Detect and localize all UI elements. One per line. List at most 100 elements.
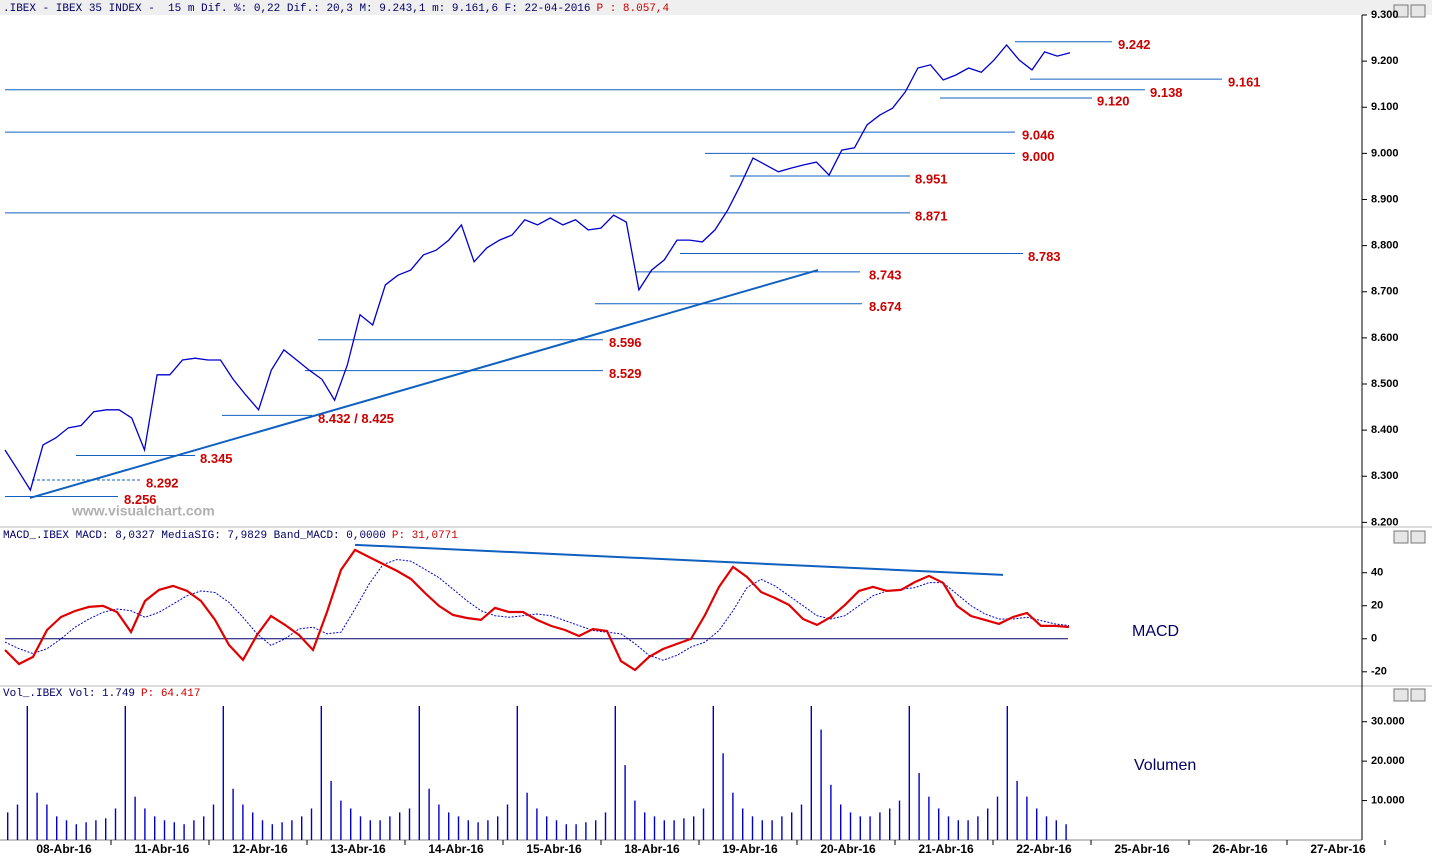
volume-bar — [418, 705, 420, 840]
macd-header: MACD_.IBEX MACD: 8,0327 MediaSIG: 7,9829… — [3, 530, 458, 542]
volume-bar — [516, 705, 518, 840]
volume-bar — [810, 705, 812, 840]
level-label: 9.000 — [1022, 149, 1055, 164]
level-label: 8.256 — [124, 492, 157, 507]
level-label: 9.046 — [1022, 128, 1055, 143]
volume-bar — [781, 816, 783, 840]
volume-bar — [252, 812, 254, 840]
x-tick-label: 21-Abr-16 — [918, 842, 974, 856]
y-tick-label: 20 — [1371, 600, 1383, 612]
volume-bar — [879, 812, 881, 840]
volume-bar — [996, 796, 999, 840]
volume-bar — [203, 816, 205, 840]
volume-bar — [849, 812, 852, 840]
volume-bar — [712, 705, 714, 840]
x-tick-label: 27-Abr-16 — [1310, 842, 1366, 856]
macd-title: MACD_.IBEX MACD: 8,0327 MediaSIG: 7,9829… — [3, 530, 386, 542]
volume-bar — [644, 812, 646, 840]
volume-bar — [291, 820, 293, 840]
volume-bar — [898, 800, 901, 840]
volume-bar — [869, 816, 871, 840]
volume-bar — [1016, 780, 1018, 840]
volume-bar — [575, 824, 577, 840]
volume-bar — [800, 804, 803, 840]
volume-bar — [369, 820, 371, 840]
button-down[interactable] — [1410, 688, 1426, 702]
volume-bar — [702, 808, 705, 840]
x-tick-label: 18-Abr-16 — [624, 842, 680, 856]
button-up[interactable] — [1393, 688, 1409, 702]
volume-bar — [310, 808, 313, 840]
x-tick-label: 12-Abr-16 — [232, 842, 288, 856]
x-tick-label: 25-Abr-16 — [1114, 842, 1170, 856]
y-tick-label: 8.400 — [1371, 424, 1399, 436]
panel-buttons — [1393, 4, 1426, 702]
volume-bar — [389, 816, 391, 840]
y-tick-label: 8.200 — [1371, 516, 1399, 528]
volume-bar — [399, 812, 401, 840]
volume-bar — [791, 812, 793, 840]
volume-bar — [340, 800, 342, 840]
volume-bar — [546, 816, 548, 840]
volume-bar — [154, 816, 156, 840]
volume-bar — [261, 820, 264, 840]
x-tick-label: 14-Abr-16 — [428, 842, 484, 856]
volume-bar — [350, 808, 352, 840]
volume-bar — [330, 780, 332, 840]
volume-bar — [56, 816, 58, 840]
level-label: 8.596 — [609, 335, 642, 350]
volume-bar — [7, 812, 9, 840]
volume-bar — [183, 824, 185, 840]
volume-bar — [448, 812, 450, 840]
volume-bar — [163, 820, 166, 840]
volume-bar — [526, 792, 528, 840]
volume-bar — [859, 816, 861, 840]
volume-bar — [242, 804, 244, 840]
volume-bar — [232, 788, 234, 840]
volume-bar — [604, 812, 607, 840]
volume-bar — [477, 822, 479, 840]
volume-bar — [751, 816, 754, 840]
volume-bar — [85, 822, 87, 840]
level-label: 8.674 — [869, 299, 902, 314]
y-tick-label: 10.000 — [1371, 794, 1405, 806]
volume-bar — [683, 818, 685, 840]
volume-bar — [36, 792, 38, 840]
price-header: .IBEX - IBEX 35 INDEX - 15 m Dif. %: 0,2… — [3, 3, 670, 15]
volume-bar — [428, 788, 430, 840]
level-label: 8.951 — [915, 171, 948, 186]
volume-bar — [301, 816, 303, 840]
y-tick-label: 8.500 — [1371, 378, 1399, 390]
volume-bar — [908, 705, 910, 840]
volume-bar — [457, 816, 460, 840]
volume-bar — [742, 808, 744, 840]
level-label: 8.783 — [1028, 249, 1061, 264]
volume-bar — [967, 820, 969, 840]
volume-bar — [408, 808, 411, 840]
watermark: www.visualchart.com — [71, 503, 215, 519]
y-tick-label: 8.700 — [1371, 286, 1399, 298]
x-tick-label: 26-Abr-16 — [1212, 842, 1268, 856]
volume-bar — [653, 816, 656, 840]
volume-bar — [1045, 816, 1048, 840]
volume-bar — [634, 800, 636, 840]
volume-bar — [124, 705, 126, 840]
button-down[interactable] — [1410, 4, 1426, 18]
volume-bar — [487, 820, 489, 840]
volume-bar — [320, 705, 322, 840]
button-up[interactable] — [1393, 530, 1409, 544]
level-label: 8.871 — [915, 208, 948, 223]
volume-bar — [614, 705, 616, 840]
trendline — [29, 269, 819, 499]
button-down[interactable] — [1410, 530, 1426, 544]
volume-bar — [144, 808, 146, 840]
button-up[interactable] — [1393, 4, 1409, 18]
volume-bar — [222, 705, 224, 840]
volume-bar — [75, 824, 77, 840]
y-tick-label: 20.000 — [1371, 755, 1405, 767]
volume-bar — [16, 804, 19, 840]
y-tick-label: 40 — [1371, 567, 1383, 579]
volume-bar — [114, 808, 117, 840]
y-tick-label: 0 — [1371, 633, 1377, 645]
